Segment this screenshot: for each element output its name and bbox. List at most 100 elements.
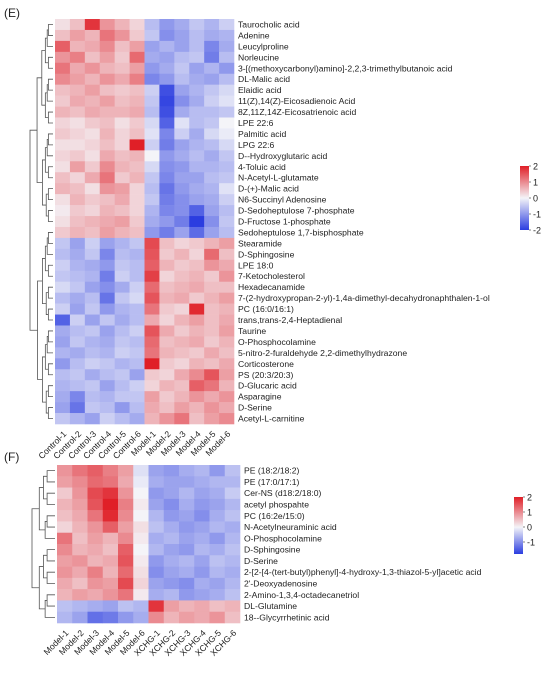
e-cell xyxy=(204,172,220,184)
e-cell xyxy=(114,216,130,228)
e-cell xyxy=(204,347,220,359)
e-cell xyxy=(84,40,101,53)
f-cell xyxy=(224,566,241,579)
e-cell xyxy=(69,369,86,381)
f-cell xyxy=(179,577,195,590)
f-cell xyxy=(102,589,119,601)
e-cell xyxy=(129,347,145,359)
e-cell xyxy=(55,314,71,326)
e-cell xyxy=(84,369,101,381)
f-cell xyxy=(57,611,73,624)
e-cell xyxy=(174,62,190,75)
e-cell xyxy=(204,358,220,370)
e-cell xyxy=(69,29,86,42)
e-row-label: N-Acetyl-L-glutamate xyxy=(238,173,319,183)
f-cell xyxy=(57,487,73,500)
e-cell xyxy=(84,73,101,85)
f-cell xyxy=(72,611,88,624)
e-cell xyxy=(159,259,175,272)
e-cell xyxy=(174,183,190,195)
e-cell xyxy=(159,391,175,403)
e-cell xyxy=(114,73,130,85)
e-cell xyxy=(84,358,101,370)
f-cell xyxy=(163,555,180,567)
e-cell xyxy=(174,281,190,293)
e-colorbar-tick-label: 0 xyxy=(533,194,538,204)
f-cell xyxy=(57,510,73,522)
f-cell xyxy=(224,510,241,522)
e-cell xyxy=(99,259,115,272)
e-cell xyxy=(159,413,175,425)
e-cell xyxy=(69,314,86,326)
e-row-label: Norleucine xyxy=(238,52,279,62)
e-cell xyxy=(174,84,190,96)
f-cell xyxy=(72,487,88,500)
e-cell xyxy=(174,358,190,370)
f-cell xyxy=(72,510,88,522)
f-cell xyxy=(57,577,73,590)
e-cell xyxy=(55,106,71,118)
f-cell xyxy=(163,589,180,601)
e-cell xyxy=(84,413,101,425)
f-cell xyxy=(102,577,119,590)
e-colorbar-tick-label: 2 xyxy=(533,162,538,172)
e-row-label: 7-(2-hydroxypropan-2-yl)-1,4a-dimethyl-d… xyxy=(238,293,490,303)
e-cell xyxy=(84,205,101,217)
e-cell xyxy=(189,347,205,359)
e-cell xyxy=(159,292,175,304)
e-cell xyxy=(159,325,175,337)
f-cell xyxy=(224,521,241,534)
e-cell xyxy=(129,303,145,315)
e-cell xyxy=(189,336,205,348)
f-cell xyxy=(209,544,226,556)
e-cell xyxy=(129,183,145,195)
e-cell xyxy=(144,237,160,250)
e-cell xyxy=(84,281,101,293)
e-cell xyxy=(204,62,220,75)
e-cell xyxy=(189,183,205,195)
e-cell xyxy=(84,84,101,96)
f-cell xyxy=(72,566,88,579)
e-cell xyxy=(99,139,115,151)
e-cell xyxy=(204,314,220,326)
f-cell xyxy=(72,476,88,488)
e-cell xyxy=(55,402,71,414)
e-cell xyxy=(84,161,101,173)
panel-f-heatmap-cells xyxy=(57,465,241,624)
f-cell xyxy=(163,521,180,534)
f-cell xyxy=(133,476,149,488)
f-cell xyxy=(57,476,73,488)
e-cell xyxy=(84,314,101,326)
e-cell xyxy=(219,194,235,206)
e-cell xyxy=(189,19,205,31)
e-cell xyxy=(189,402,205,414)
e-row-label: 11(Z),14(Z)-Eicosadienoic Acid xyxy=(238,96,356,106)
e-cell xyxy=(219,139,235,151)
e-cell xyxy=(84,19,101,31)
f-row-label: D-Sphingosine xyxy=(244,545,301,555)
e-cell xyxy=(204,205,220,217)
e-row-label: 4-Toluic acid xyxy=(238,162,286,172)
e-cell xyxy=(114,402,130,414)
e-cell xyxy=(69,237,86,250)
e-cell xyxy=(144,95,160,107)
e-cell xyxy=(174,73,190,85)
panel-e: (E) Taurocholic acidAdenineLeucylproline… xyxy=(4,6,541,461)
e-cell xyxy=(69,336,86,348)
f-colorbar-tick-label: -1 xyxy=(527,538,535,548)
e-cell xyxy=(114,95,130,107)
f-cell xyxy=(102,465,119,477)
e-cell xyxy=(219,347,235,359)
panel-e-row-labels: Taurocholic acidAdenineLeucylprolineNorl… xyxy=(238,19,490,423)
e-cell xyxy=(144,314,160,326)
e-cell xyxy=(99,29,115,42)
e-cell xyxy=(159,303,175,315)
e-cell xyxy=(159,314,175,326)
e-row-label: Sedoheptulose 1,7-bisphosphate xyxy=(238,227,364,237)
f-cell xyxy=(209,589,226,601)
e-cell xyxy=(99,402,115,414)
e-cell xyxy=(159,281,175,293)
e-cell xyxy=(99,128,115,140)
e-cell xyxy=(144,347,160,359)
e-cell xyxy=(69,380,86,392)
